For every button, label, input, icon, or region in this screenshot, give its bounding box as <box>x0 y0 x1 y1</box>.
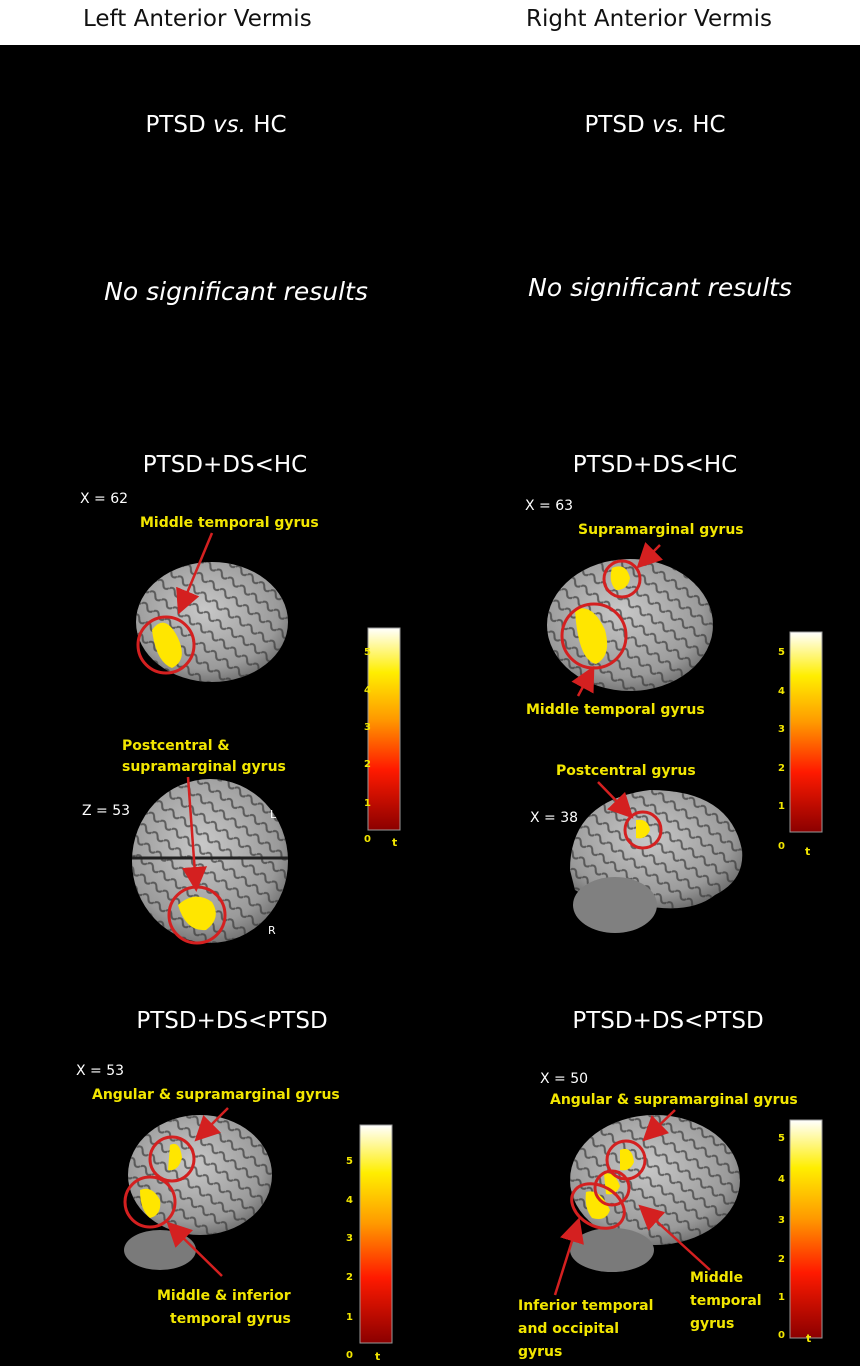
right-sagittal-brain-2 <box>570 790 743 933</box>
colorbar-tick-0: 0 <box>778 1330 785 1341</box>
left-c3-coord: X = 53 <box>76 1063 124 1079</box>
colorbar-tick-5: 5 <box>778 1133 785 1144</box>
left-sagittal-brain-3 <box>124 1115 272 1270</box>
right-c3-label2-line3: gyrus <box>518 1344 562 1360</box>
left-c2-coord: X = 62 <box>80 491 128 507</box>
colorbar-tick-3: 3 <box>364 722 371 733</box>
right-c2-label3: Postcentral gyrus <box>556 763 696 779</box>
right-contrast3-title: PTSD+DS<PTSD <box>572 1008 763 1034</box>
left-c2-arrow-2 <box>182 776 208 892</box>
colorbar-tick-2: 2 <box>778 763 785 774</box>
left-axial-brain <box>132 779 288 943</box>
left-no-results: No significant results <box>104 277 368 306</box>
colorbar-tick-1: 1 <box>364 798 371 809</box>
right-c3-roi-circle-3 <box>570 1182 626 1230</box>
right-c3-roi-circle-2 <box>593 1169 631 1207</box>
colorbar-label: t <box>392 836 397 849</box>
colorbar-tick-1: 1 <box>346 1312 353 1323</box>
right-contrast1-title: PTSD vs. HC <box>584 112 725 138</box>
colorbar-tick-5: 5 <box>778 647 785 658</box>
colorbar-label: t <box>806 1332 811 1345</box>
colorbar-tick-5: 5 <box>346 1156 353 1167</box>
left-c2-arrow <box>176 532 214 615</box>
colorbar-tick-0: 0 <box>778 841 785 852</box>
colorbar-tick-1: 1 <box>778 1292 785 1303</box>
right-c2-coord: X = 63 <box>525 498 573 514</box>
colorbar-tick-4: 4 <box>364 685 371 696</box>
right-contrast2-title: PTSD+DS<HC <box>573 452 737 478</box>
right-c2-arrow-2 <box>571 665 595 697</box>
right-c3-label3-line3: gyrus <box>690 1316 734 1332</box>
left-c3-label2-line2: temporal gyrus <box>170 1311 291 1327</box>
left-c2-colorbar: 0 1 2 3 4 5 t <box>364 627 401 849</box>
left-c2-label2-line1: Postcentral & <box>122 738 230 754</box>
right-column-title: Right Anterior Vermis <box>526 6 772 32</box>
left-sagittal-brain-1 <box>136 562 288 682</box>
right-c3-arrow-3 <box>638 1204 711 1271</box>
left-c2-label: Middle temporal gyrus <box>140 515 319 531</box>
left-contrast2-title: PTSD+DS<HC <box>143 452 307 478</box>
colorbar-tick-2: 2 <box>346 1272 353 1283</box>
colorbar-tick-2: 2 <box>364 759 371 770</box>
right-c3-arrow-2 <box>553 1217 584 1296</box>
left-c2-label2-line2: supramarginal gyrus <box>122 759 286 775</box>
colorbar-tick-4: 4 <box>346 1195 353 1206</box>
colorbar-tick-5: 5 <box>364 647 371 658</box>
colorbar-tick-0: 0 <box>346 1350 353 1361</box>
right-c3-label2-line1: Inferior temporal <box>518 1298 653 1314</box>
colorbar-tick-3: 3 <box>778 1215 785 1226</box>
colorbar-tick-3: 3 <box>778 724 785 735</box>
right-c2-roi-circle-1 <box>602 559 642 599</box>
colorbar-tick-4: 4 <box>778 686 785 697</box>
right-c2-colorbar: 0 1 2 3 4 5 t <box>778 631 823 858</box>
left-c2-roi-circle <box>136 615 196 675</box>
right-c3-label3-line2: temporal <box>690 1293 762 1309</box>
colorbar-label: t <box>805 845 810 858</box>
right-c2-arrow-1 <box>636 542 663 569</box>
right-c2-x2-coord: X = 38 <box>530 810 578 826</box>
left-c3-arrow-1 <box>194 1107 229 1142</box>
orientation-right-marker: R <box>268 924 276 937</box>
colorbar-tick-4: 4 <box>778 1174 785 1185</box>
left-column-title: Left Anterior Vermis <box>83 6 312 32</box>
left-contrast3-title: PTSD+DS<PTSD <box>136 1008 327 1034</box>
colorbar-tick-3: 3 <box>346 1233 353 1244</box>
right-c3-label3-line1: Middle <box>690 1270 743 1286</box>
left-c3-label2-line1: Middle & inferior <box>157 1288 291 1304</box>
right-c2-arrow-3 <box>597 781 634 819</box>
right-c3-coord: X = 50 <box>540 1071 588 1087</box>
colorbar-label: t <box>375 1350 380 1363</box>
right-no-results: No significant results <box>528 273 792 302</box>
left-c3-roi-circle-2 <box>123 1175 177 1229</box>
right-c3-label1: Angular & supramarginal gyrus <box>550 1092 798 1108</box>
orientation-left-marker: L <box>270 808 277 821</box>
colorbar-tick-1: 1 <box>778 801 785 812</box>
left-c3-arrow-2 <box>166 1221 223 1277</box>
right-c3-arrow-1 <box>642 1109 676 1142</box>
left-contrast1-title: PTSD vs. HC <box>145 112 286 138</box>
right-c3-colorbar: 0 1 2 3 4 5 t <box>778 1119 823 1345</box>
colorbar-tick-2: 2 <box>778 1254 785 1265</box>
right-c2-label2: Middle temporal gyrus <box>526 702 705 718</box>
left-c3-roi-circle-1 <box>148 1135 196 1183</box>
left-c3-colorbar: 0 1 2 3 4 5 t <box>346 1124 393 1363</box>
left-c3-label1: Angular & supramarginal gyrus <box>92 1087 340 1103</box>
colorbar-tick-0: 0 <box>364 834 371 845</box>
right-sagittal-brain-1 <box>547 559 713 691</box>
left-c2-z-coord: Z = 53 <box>82 803 130 819</box>
right-c2-label1: Supramarginal gyrus <box>578 522 744 538</box>
right-c2-roi-circle-3 <box>623 810 663 850</box>
right-c3-label2-line2: and occipital <box>518 1321 619 1337</box>
